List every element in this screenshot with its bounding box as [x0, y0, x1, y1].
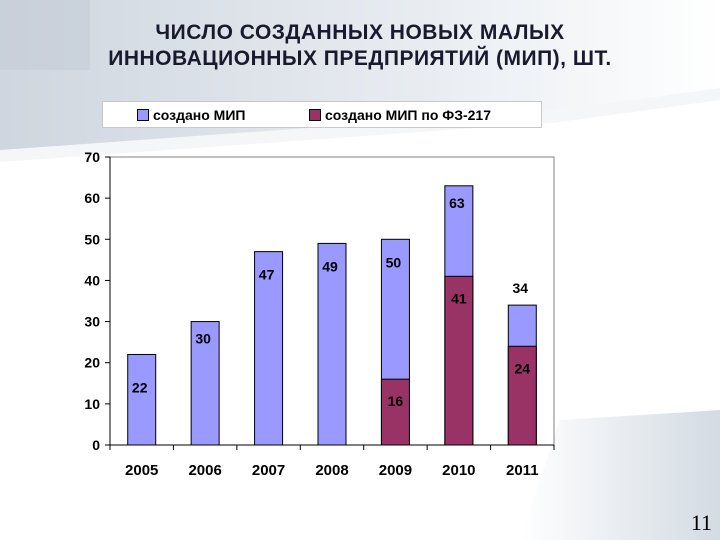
data-label-2007-created: 47 [259, 267, 275, 283]
data-label-2009-fz217: 16 [388, 393, 404, 409]
x-tick-label: 2010 [442, 462, 475, 479]
data-label-2011-created: 34 [512, 280, 528, 296]
data-label-2008-created: 49 [322, 258, 338, 274]
x-tick-label: 2005 [125, 462, 158, 479]
legend-label-series-1: создано МИП [153, 107, 246, 123]
legend-item-series-1: создано МИП [137, 107, 245, 123]
bar-2007-created [254, 251, 284, 446]
bar-2009-fz217 [380, 378, 410, 446]
x-tick-label: 2007 [252, 462, 285, 479]
title-line-1: ЧИСЛО СОЗДАННЫХ НОВЫХ МАЛЫХ [155, 21, 565, 44]
bar-2008-created [317, 242, 347, 446]
legend-item-series-2: создано МИП по ФЗ-217 [309, 107, 491, 123]
x-tick-label: 2009 [379, 462, 412, 479]
data-label-2010-fz217: 41 [451, 290, 467, 306]
y-tick-label: 20 [84, 355, 100, 371]
y-tick-label: 70 [84, 149, 100, 165]
page-number: 11 [690, 510, 712, 535]
y-tick-label: 50 [84, 231, 100, 247]
legend-swatch-series-2 [309, 109, 321, 121]
legend-label-series-2: создано МИП по ФЗ-217 [325, 107, 491, 123]
y-tick-label: 0 [92, 437, 100, 453]
slide-title: ЧИСЛО СОЗДАННЫХ НОВЫХ МАЛЫХ ИННОВАЦИОННЫ… [0, 20, 720, 72]
x-tick-label: 2008 [315, 462, 348, 479]
y-tick-label: 10 [84, 396, 100, 412]
y-tick-label: 40 [84, 272, 100, 288]
data-label-2009-created: 50 [386, 254, 402, 270]
y-tick-label: 30 [84, 314, 100, 330]
data-label-2005-created: 22 [132, 379, 148, 395]
bar-2006-created [190, 321, 220, 446]
data-label-2011-fz217: 24 [514, 360, 530, 376]
bar-2010-fz217 [444, 275, 474, 446]
x-tick-label: 2011 [506, 462, 539, 479]
title-line-2: ИННОВАЦИОННЫХ ПРЕДПРИЯТИЙ (МИП), ШТ. [108, 47, 612, 70]
data-label-2006-created: 30 [195, 331, 211, 347]
data-label-2010-created: 63 [449, 195, 465, 211]
chart-legend: создано МИП создано МИП по ФЗ-217 [102, 101, 542, 128]
legend-swatch-series-1 [137, 109, 149, 121]
bar-2011-fz217 [507, 345, 537, 446]
x-tick-label: 2006 [188, 462, 221, 479]
y-tick-label: 60 [84, 190, 100, 206]
bar-2005-created [127, 353, 157, 446]
